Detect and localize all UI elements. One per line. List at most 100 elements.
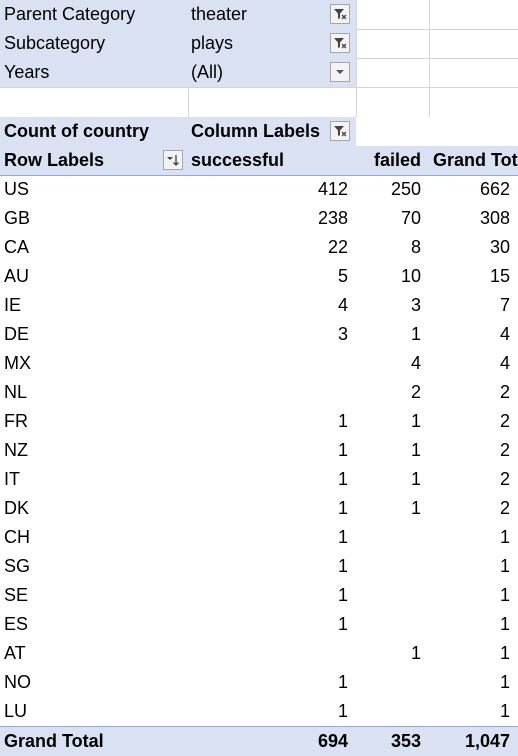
column-header-failed[interactable]: failed <box>373 150 421 170</box>
cell-successful[interactable]: 1 <box>337 469 348 489</box>
table-row: ES 1 1 <box>0 610 518 639</box>
row-label[interactable]: ES <box>4 614 29 634</box>
filter-applied-icon[interactable] <box>330 4 350 24</box>
table-row: SG 1 1 <box>0 552 518 581</box>
cell-grand-total[interactable]: 2 <box>499 411 510 431</box>
cell-failed[interactable]: 70 <box>400 208 421 228</box>
row-label[interactable]: NL <box>4 382 28 402</box>
filter-field-label: Subcategory <box>4 33 106 53</box>
row-label[interactable]: AT <box>4 643 26 663</box>
column-header-grand-total[interactable]: Grand Total <box>433 150 518 170</box>
cell-failed[interactable] <box>356 697 429 726</box>
cell-failed[interactable]: 2 <box>410 382 421 402</box>
cell-failed[interactable]: 250 <box>390 179 421 199</box>
row-label[interactable]: DK <box>4 498 30 518</box>
cell-failed[interactable]: 4 <box>410 353 421 373</box>
cell-failed[interactable]: 1 <box>410 643 421 663</box>
row-label[interactable]: CA <box>4 237 30 257</box>
cell-successful[interactable]: 238 <box>317 208 348 228</box>
cell-grand-total[interactable]: 308 <box>479 208 510 228</box>
cell-grand-total[interactable]: 1 <box>499 585 510 605</box>
row-label[interactable]: NZ <box>4 440 28 460</box>
row-label[interactable]: FR <box>4 411 28 431</box>
cell-grand-total[interactable]: 2 <box>499 469 510 489</box>
cell-successful[interactable] <box>188 349 356 378</box>
cell-failed[interactable]: 1 <box>410 324 421 344</box>
row-label[interactable]: DE <box>4 324 30 344</box>
cell-successful[interactable]: 3 <box>337 324 348 344</box>
cell-grand-total[interactable]: 1 <box>499 527 510 547</box>
table-row: MX 4 4 <box>0 349 518 378</box>
cell-grand-total[interactable]: 1 <box>499 672 510 692</box>
cell-failed[interactable]: 10 <box>400 266 421 286</box>
row-label[interactable]: CH <box>4 527 30 547</box>
grand-total-label[interactable]: Grand Total <box>4 731 104 751</box>
cell-failed[interactable] <box>356 523 429 552</box>
column-labels-header[interactable]: Column Labels <box>191 121 321 141</box>
cell-successful[interactable]: 5 <box>337 266 348 286</box>
row-label[interactable]: MX <box>4 353 31 373</box>
table-row: DK 1 1 2 <box>0 494 518 523</box>
cell-successful[interactable] <box>188 639 356 668</box>
cell-successful[interactable]: 1 <box>337 498 348 518</box>
cell-successful[interactable]: 1 <box>337 527 348 547</box>
cell-failed[interactable]: 3 <box>410 295 421 315</box>
table-row: NL 2 2 <box>0 378 518 407</box>
cell-grand-total[interactable]: 1 <box>499 614 510 634</box>
filter-applied-icon[interactable] <box>330 121 350 141</box>
cell-failed[interactable] <box>356 668 429 697</box>
row-label[interactable]: NO <box>4 672 31 692</box>
cell-grand-total[interactable]: 1 <box>499 556 510 576</box>
grand-total-failed[interactable]: 353 <box>390 731 421 751</box>
cell-grand-total[interactable]: 2 <box>499 382 510 402</box>
cell-grand-total[interactable]: 15 <box>489 266 510 286</box>
cell-grand-total[interactable]: 7 <box>499 295 510 315</box>
row-label[interactable]: AU <box>4 266 30 286</box>
gridline <box>188 87 189 117</box>
cell-grand-total[interactable]: 1 <box>499 701 510 721</box>
cell-successful[interactable]: 22 <box>327 237 348 257</box>
column-header-successful[interactable]: successful <box>191 150 285 170</box>
cell-successful[interactable]: 1 <box>337 614 348 634</box>
cell-successful[interactable]: 412 <box>317 179 348 199</box>
grand-total-successful[interactable]: 694 <box>317 731 348 751</box>
cell-successful[interactable]: 4 <box>337 295 348 315</box>
row-label[interactable]: IT <box>4 469 20 489</box>
cell-successful[interactable]: 1 <box>337 440 348 460</box>
row-labels-header[interactable]: Row Labels <box>4 150 105 170</box>
cell-successful[interactable]: 1 <box>337 672 348 692</box>
row-label[interactable]: IE <box>4 295 22 315</box>
cell-failed[interactable]: 1 <box>410 469 421 489</box>
cell-successful[interactable] <box>188 378 356 407</box>
cell-successful[interactable]: 1 <box>337 411 348 431</box>
cell-successful[interactable]: 1 <box>337 585 348 605</box>
cell-failed[interactable] <box>356 610 429 639</box>
cell-grand-total[interactable]: 30 <box>489 237 510 257</box>
row-label[interactable]: SE <box>4 585 29 605</box>
cell-grand-total[interactable]: 662 <box>479 179 510 199</box>
row-label[interactable]: LU <box>4 701 28 721</box>
dropdown-arrow-icon[interactable] <box>330 62 350 82</box>
cell-failed[interactable] <box>356 552 429 581</box>
gridline <box>0 87 518 88</box>
cell-grand-total[interactable]: 1 <box>499 643 510 663</box>
cell-grand-total[interactable]: 2 <box>499 498 510 518</box>
grand-total-overall[interactable]: 1,047 <box>464 731 510 751</box>
row-label[interactable]: GB <box>4 208 31 228</box>
cell-grand-total[interactable]: 2 <box>499 440 510 460</box>
row-label[interactable]: US <box>4 179 30 199</box>
cell-failed[interactable]: 8 <box>410 237 421 257</box>
row-label[interactable]: SG <box>4 556 31 576</box>
cell-successful[interactable]: 1 <box>337 701 348 721</box>
value-field-label[interactable]: Count of country <box>4 121 149 141</box>
cell-grand-total[interactable]: 4 <box>499 324 510 344</box>
cell-grand-total[interactable]: 4 <box>499 353 510 373</box>
cell-failed[interactable] <box>356 581 429 610</box>
cell-failed[interactable]: 1 <box>410 411 421 431</box>
sort-descending-icon[interactable] <box>163 150 183 170</box>
cell-failed[interactable]: 1 <box>410 498 421 518</box>
filter-applied-icon[interactable] <box>330 33 350 53</box>
cell-failed[interactable]: 1 <box>410 440 421 460</box>
cell-successful[interactable]: 1 <box>337 556 348 576</box>
table-row: AU 5 10 15 <box>0 262 518 291</box>
